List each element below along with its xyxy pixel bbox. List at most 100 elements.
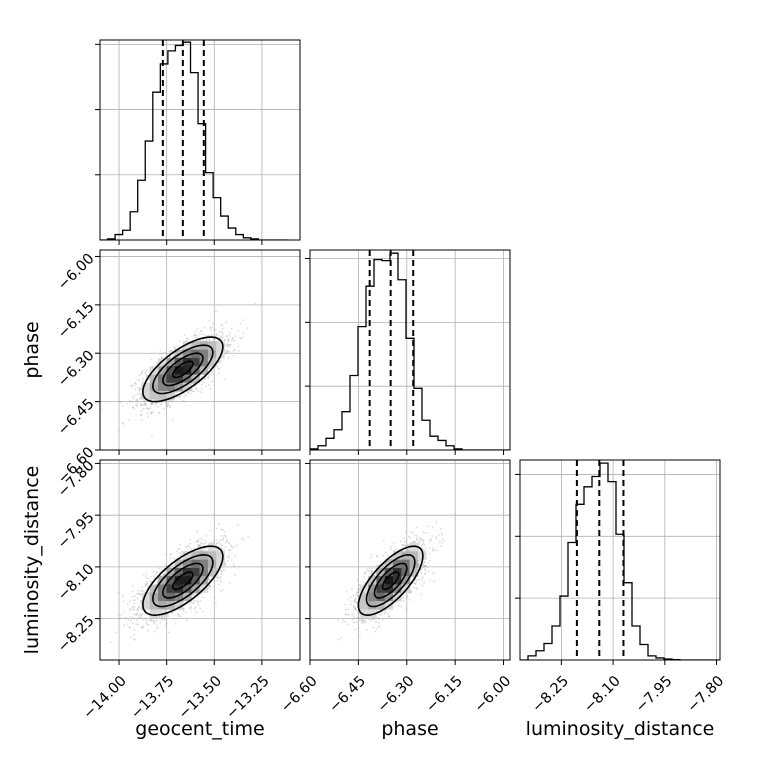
- sample-point: [140, 615, 143, 617]
- sample-point: [197, 545, 200, 548]
- sample-point: [181, 550, 183, 553]
- sample-point: [171, 612, 174, 614]
- density-cell: [149, 382, 159, 392]
- sample-point: [142, 574, 145, 577]
- sample-point: [178, 548, 181, 551]
- sample-point: [230, 327, 233, 330]
- sample-point: [196, 337, 199, 339]
- density-cell: [174, 366, 184, 375]
- density-cell: [191, 357, 200, 367]
- sample-point: [191, 388, 194, 391]
- sample-point: [223, 339, 226, 341]
- sample-point: [224, 535, 227, 538]
- sample-point: [129, 400, 132, 403]
- sample-point: [136, 379, 139, 381]
- sample-point: [115, 631, 117, 634]
- density-cell: [158, 391, 167, 400]
- sample-point: [201, 539, 204, 542]
- sample-point: [226, 343, 229, 346]
- sample-point: [211, 370, 214, 373]
- sample-point: [199, 330, 202, 333]
- sample-point: [188, 603, 191, 606]
- sample-point: [142, 618, 145, 621]
- sample-point: [139, 387, 141, 390]
- sample-point: [128, 626, 131, 628]
- sample-point: [234, 554, 236, 557]
- sample-point: [200, 380, 203, 383]
- sample-point: [224, 562, 227, 565]
- sample-point: [213, 539, 216, 542]
- sample-point: [209, 326, 212, 328]
- sample-point: [131, 605, 134, 608]
- sample-point: [147, 629, 149, 632]
- sample-point: [136, 398, 139, 401]
- sample-point: [174, 347, 177, 350]
- sample-point: [194, 334, 197, 337]
- sample-point: [240, 337, 243, 340]
- sample-point: [228, 556, 231, 559]
- sample-point: [145, 375, 148, 377]
- sample-point: [171, 563, 174, 566]
- sample-point: [192, 594, 195, 596]
- sample-point: [213, 328, 215, 331]
- sample-point: [196, 334, 199, 337]
- hist-panel-phase: [305, 249, 511, 455]
- sample-point: [218, 540, 220, 543]
- sample-point: [234, 545, 237, 547]
- sample-point: [164, 553, 166, 556]
- sample-point: [167, 402, 170, 404]
- sample-point: [135, 399, 138, 401]
- sample-point: [126, 403, 129, 405]
- sample-point: [149, 402, 152, 405]
- sample-point: [138, 392, 141, 395]
- sample-point: [141, 373, 143, 375]
- sample-point: [200, 391, 203, 393]
- sample-point: [159, 352, 161, 355]
- sample-point: [195, 387, 198, 390]
- sample-point: [230, 544, 233, 547]
- sample-point: [176, 345, 179, 347]
- sample-point: [189, 538, 192, 541]
- sample-point: [199, 541, 202, 543]
- sample-point: [186, 391, 189, 394]
- sample-point: [226, 350, 228, 353]
- sample-point: [152, 411, 154, 413]
- sample-point: [222, 539, 224, 541]
- sample-point: [220, 590, 222, 593]
- sample-point: [138, 389, 141, 392]
- sample-point: [138, 592, 140, 595]
- sample-point: [173, 618, 176, 620]
- sample-point: [163, 574, 165, 577]
- sample-point: [151, 403, 153, 406]
- sample-point: [173, 557, 176, 560]
- sample-point: [220, 534, 222, 537]
- sample-point: [204, 540, 207, 542]
- sample-point: [150, 412, 153, 415]
- sample-point: [254, 302, 257, 305]
- sample-point: [196, 601, 199, 604]
- sample-point: [199, 549, 202, 552]
- sample-point: [101, 408, 103, 411]
- sample-point: [163, 408, 166, 410]
- sample-point: [203, 378, 206, 381]
- sample-point: [217, 367, 220, 370]
- sample-point: [145, 407, 148, 409]
- sample-point: [199, 537, 202, 540]
- sample-point: [229, 332, 231, 335]
- sample-point: [199, 599, 202, 602]
- y-tick-label: −6.15: [55, 299, 98, 342]
- sample-point: [168, 406, 171, 409]
- density-cell: [183, 349, 192, 359]
- sample-point: [242, 319, 244, 321]
- sample-point: [223, 378, 226, 380]
- sample-point: [229, 343, 232, 346]
- sample-point: [208, 373, 211, 376]
- sample-point: [143, 402, 146, 404]
- sample-point: [182, 400, 184, 402]
- sample-point: [151, 434, 153, 436]
- y-tick-label: −6.30: [55, 348, 98, 391]
- sample-point: [199, 332, 201, 335]
- sample-point: [213, 579, 216, 582]
- sample-point: [141, 371, 144, 373]
- sample-point: [150, 620, 153, 622]
